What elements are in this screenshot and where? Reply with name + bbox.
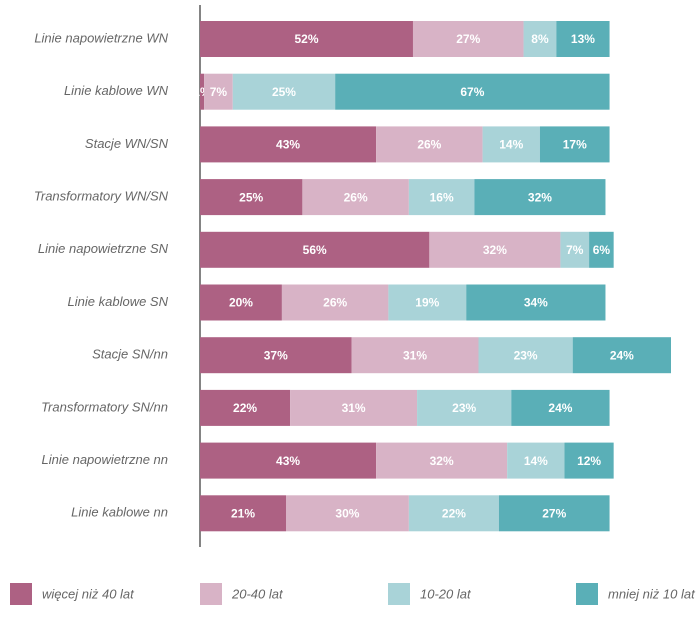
category-label: Transformatory WN/SN [34, 189, 169, 204]
value-label: 24% [610, 348, 634, 362]
bar-segment [200, 389, 291, 426]
value-label: 37% [264, 348, 288, 362]
bar-segment [498, 495, 610, 532]
value-label: 26% [323, 296, 347, 310]
value-label: 12% [577, 454, 601, 468]
bar-segment [376, 442, 508, 479]
value-label: 13% [571, 32, 595, 46]
value-label: 23% [514, 348, 538, 362]
legend-swatch [10, 583, 32, 605]
category-label: Linie kablowe SN [68, 294, 169, 309]
value-label: 22% [442, 506, 466, 520]
value-label: 32% [528, 190, 552, 204]
value-label: 27% [456, 32, 480, 46]
bar-segment [388, 284, 467, 321]
bar-segment [474, 179, 606, 216]
value-label: 21% [231, 506, 255, 520]
value-label: 25% [239, 190, 263, 204]
value-label: 14% [499, 138, 523, 152]
legend-label: 10-20 lat [420, 586, 472, 601]
bar-segment [523, 21, 557, 57]
bar-segment [302, 179, 409, 216]
category-label: Linie kablowe WN [64, 83, 169, 98]
bar-segment [564, 442, 614, 479]
value-label: 22% [233, 401, 257, 415]
legend-swatch [576, 583, 598, 605]
bar-segment [572, 337, 671, 374]
category-label: Linie napowietrzne nn [42, 452, 168, 467]
bar-segment [539, 126, 610, 163]
bar-segment [200, 73, 205, 110]
legend-swatch [200, 583, 222, 605]
value-label: 43% [276, 454, 300, 468]
category-label: Stacje WN/SN [85, 136, 169, 151]
value-label: 7% [210, 85, 228, 99]
category-label: Linie napowietrzne SN [38, 241, 169, 256]
value-label: 32% [430, 454, 454, 468]
value-label: 26% [344, 190, 368, 204]
value-label: 20% [229, 296, 253, 310]
bar-segment [429, 231, 561, 268]
value-label: 31% [342, 401, 366, 415]
value-label: 27% [542, 506, 566, 520]
value-label: 30% [335, 506, 359, 520]
bar-segment [466, 284, 606, 321]
bar-segment [200, 126, 377, 163]
bar-segment [290, 389, 418, 426]
bar-segment [556, 21, 610, 57]
value-label: 26% [417, 138, 441, 152]
value-label: 7% [566, 243, 584, 257]
value-label: 43% [276, 138, 300, 152]
value-label: 67% [460, 85, 484, 99]
bar-segment [200, 337, 352, 374]
bar-segment [200, 442, 377, 479]
bar-segment [376, 126, 483, 163]
value-label: 31% [403, 348, 427, 362]
value-label: 19% [415, 296, 439, 310]
bar-segment [417, 389, 512, 426]
legend-swatch [388, 583, 410, 605]
bar-segment [478, 337, 573, 374]
bar-segment [286, 495, 409, 532]
bar-segment [560, 231, 590, 268]
bar-segment [335, 73, 610, 110]
value-label: 17% [563, 138, 587, 152]
bar-segment [204, 73, 233, 110]
category-label: Stacje SN/nn [92, 347, 168, 362]
value-label: 23% [452, 401, 476, 415]
category-label: Linie napowietrzne WN [34, 30, 168, 45]
value-label: 52% [294, 32, 318, 46]
bar-segment [507, 442, 565, 479]
value-label: 14% [524, 454, 548, 468]
bar-segment [482, 126, 540, 163]
bar-segment [412, 21, 524, 57]
value-label: 24% [548, 401, 572, 415]
value-label: 32% [483, 243, 507, 257]
bar-segment [351, 337, 479, 374]
value-label: 6% [593, 243, 611, 257]
bar-segment [589, 231, 614, 268]
bar-segment [232, 73, 336, 110]
bar-segment [408, 495, 499, 532]
legend-label: mniej niż 10 lat [608, 586, 696, 601]
bar-segment [408, 179, 475, 216]
category-label: Transformatory SN/nn [41, 399, 168, 414]
bar-segment [281, 284, 389, 321]
value-label: 56% [303, 243, 327, 257]
legend-label: 20-40 lat [231, 586, 284, 601]
value-label: 8% [531, 32, 549, 46]
value-label: 16% [430, 190, 454, 204]
bar-segment [200, 21, 413, 57]
bar-segment [511, 389, 610, 426]
legend-label: więcej niż 40 lat [42, 586, 135, 601]
bar-segment [200, 495, 287, 532]
value-label: 25% [272, 85, 296, 99]
bar-segment [200, 231, 430, 268]
bar-segment [200, 179, 303, 216]
category-label: Linie kablowe nn [71, 505, 168, 520]
value-label: 34% [524, 296, 548, 310]
bar-segment [200, 284, 282, 321]
